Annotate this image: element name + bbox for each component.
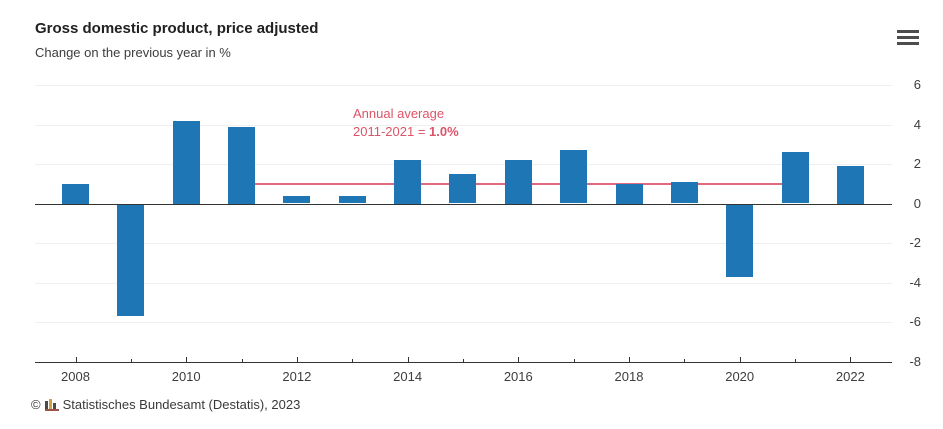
gridline-y2	[35, 164, 892, 165]
context-menu-button[interactable]	[895, 27, 921, 47]
bar-2012[interactable]	[283, 195, 311, 204]
x-axis-label-2020: 2020	[725, 369, 755, 384]
x-axis-label-2012: 2012	[282, 369, 312, 384]
x-tick-2008	[75, 356, 77, 362]
x-tick-2021	[795, 358, 797, 362]
x-tick-2012	[296, 356, 298, 362]
x-tick-2011	[241, 358, 243, 362]
y-axis-label-6: 6	[913, 77, 921, 92]
bar-2018[interactable]	[615, 183, 643, 204]
bar-2009[interactable]	[117, 203, 145, 317]
x-tick-2010	[186, 356, 188, 362]
x-tick-2015	[462, 358, 464, 362]
bar-2011[interactable]	[228, 126, 256, 204]
x-tick-2018	[629, 356, 630, 362]
x-tick-2020	[739, 356, 741, 362]
zero-line	[35, 203, 892, 205]
y-axis-label--2: -2	[909, 235, 921, 250]
source-footer: © Statistisches Bundesamt (Destatis), 20…	[31, 397, 300, 412]
gridline-y-2	[35, 243, 892, 244]
x-axis-label-2016: 2016	[503, 369, 533, 384]
bar-2010[interactable]	[172, 120, 200, 204]
x-tick-2009	[130, 358, 132, 362]
bar-2014[interactable]	[394, 160, 422, 204]
x-tick-2013	[352, 358, 354, 362]
x-tick-2017	[573, 358, 575, 362]
y-axis-label--8: -8	[909, 353, 921, 369]
bar-2013[interactable]	[338, 195, 366, 204]
annotation-value: 1.0%	[429, 124, 459, 139]
x-axis-label-2010: 2010	[171, 369, 201, 384]
y-axis-label--6: -6	[909, 314, 921, 329]
x-axis-label-2022: 2022	[835, 369, 865, 384]
bar-2019[interactable]	[670, 181, 698, 204]
x-tick-2014	[407, 356, 409, 362]
annotation-line2: 2011-2021 = 1.0%	[353, 124, 459, 139]
copyright-symbol: ©	[31, 397, 41, 412]
gridline-y6	[35, 85, 892, 86]
bar-2016[interactable]	[504, 160, 532, 204]
x-axis-label-2018: 2018	[614, 369, 644, 384]
destatis-logo-icon	[44, 398, 59, 411]
gridline-y-6	[35, 322, 892, 323]
y-axis-label-0: 0	[913, 195, 921, 211]
bar-2021[interactable]	[781, 152, 809, 204]
y-axis-label-4: 4	[913, 116, 921, 132]
bar-2020[interactable]	[726, 203, 754, 277]
gridline-y-4	[35, 282, 892, 284]
x-tick-2019	[684, 358, 686, 362]
bar-2008[interactable]	[62, 183, 89, 204]
gridline-y4	[35, 124, 892, 126]
y-axis-label-2: 2	[913, 156, 921, 171]
x-axis-label-2014: 2014	[393, 369, 423, 384]
x-tick-2022	[850, 356, 852, 362]
x-axis-label-2008: 2008	[61, 369, 90, 384]
x-axis-line	[35, 361, 892, 363]
annotation-line1: Annual average	[353, 106, 445, 121]
source-text: Statistisches Bundesamt (Destatis), 2023	[62, 397, 301, 412]
chart-title: Gross domestic product, price adjusted	[35, 20, 319, 37]
chart-subtitle: Change on the previous year in %	[35, 45, 231, 60]
bar-2022[interactable]	[836, 166, 864, 204]
y-axis-label--4: -4	[909, 274, 921, 290]
x-tick-2016	[518, 356, 520, 362]
bar-2017[interactable]	[560, 150, 588, 204]
annual-average-annotation: Annual average 2011-2021 = 1.0%	[353, 105, 459, 141]
bar-2015[interactable]	[449, 173, 477, 204]
